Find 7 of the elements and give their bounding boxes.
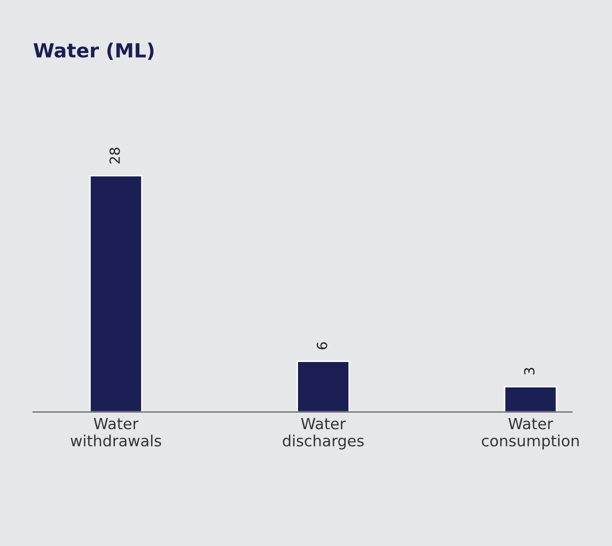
- x-tick-label: Water discharges: [282, 418, 364, 450]
- data-label: 6: [316, 342, 328, 350]
- data-label: 28: [109, 148, 120, 164]
- data-label: 3: [524, 368, 535, 375]
- x-tick-label: Water withdrawals: [70, 418, 162, 446]
- x-tick-label: Water consumption: [482, 418, 579, 450]
- chart-title: Water (ML): [34, 42, 154, 60]
